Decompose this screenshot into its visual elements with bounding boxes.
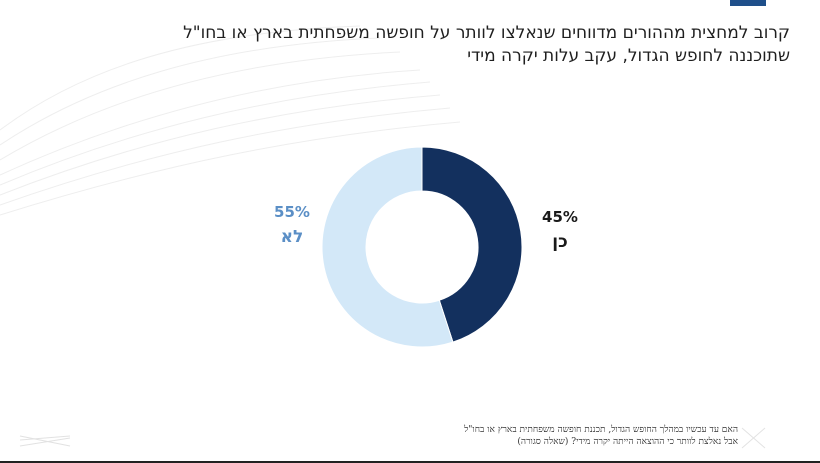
donut-slice-0 xyxy=(421,146,523,343)
survey-question-footnote: האם עד עכשיו במהלך החופש הגדול, תכננת חו… xyxy=(398,424,738,448)
slice-name-label-0: כן xyxy=(552,232,567,252)
donut-slice-1 xyxy=(321,146,454,348)
top-accent-bar xyxy=(730,0,766,6)
slice-name-label-1: לא xyxy=(281,227,304,247)
bottom-rule xyxy=(0,461,820,463)
footnote-line-2: אבל נאלצת לוותר כי ההוצאה הייתה יקרה מיד… xyxy=(517,437,738,447)
footnote-line-1: האם עד עכשיו במהלך החופש הגדול, תכננת חו… xyxy=(464,425,738,435)
slice-value-label-1: 55% xyxy=(274,203,310,221)
chart-title: קרוב למחצית מההורים מדווחים שנאלצו לוותר… xyxy=(90,22,790,68)
slice-value-label-0: 45% xyxy=(542,208,578,226)
title-line-2: שתוכננה לחופש הגדול, עקב עלות יקרה מידי xyxy=(467,46,790,66)
title-line-1: קרוב למחצית מההורים מדווחים שנאלצו לוותר… xyxy=(183,23,790,43)
